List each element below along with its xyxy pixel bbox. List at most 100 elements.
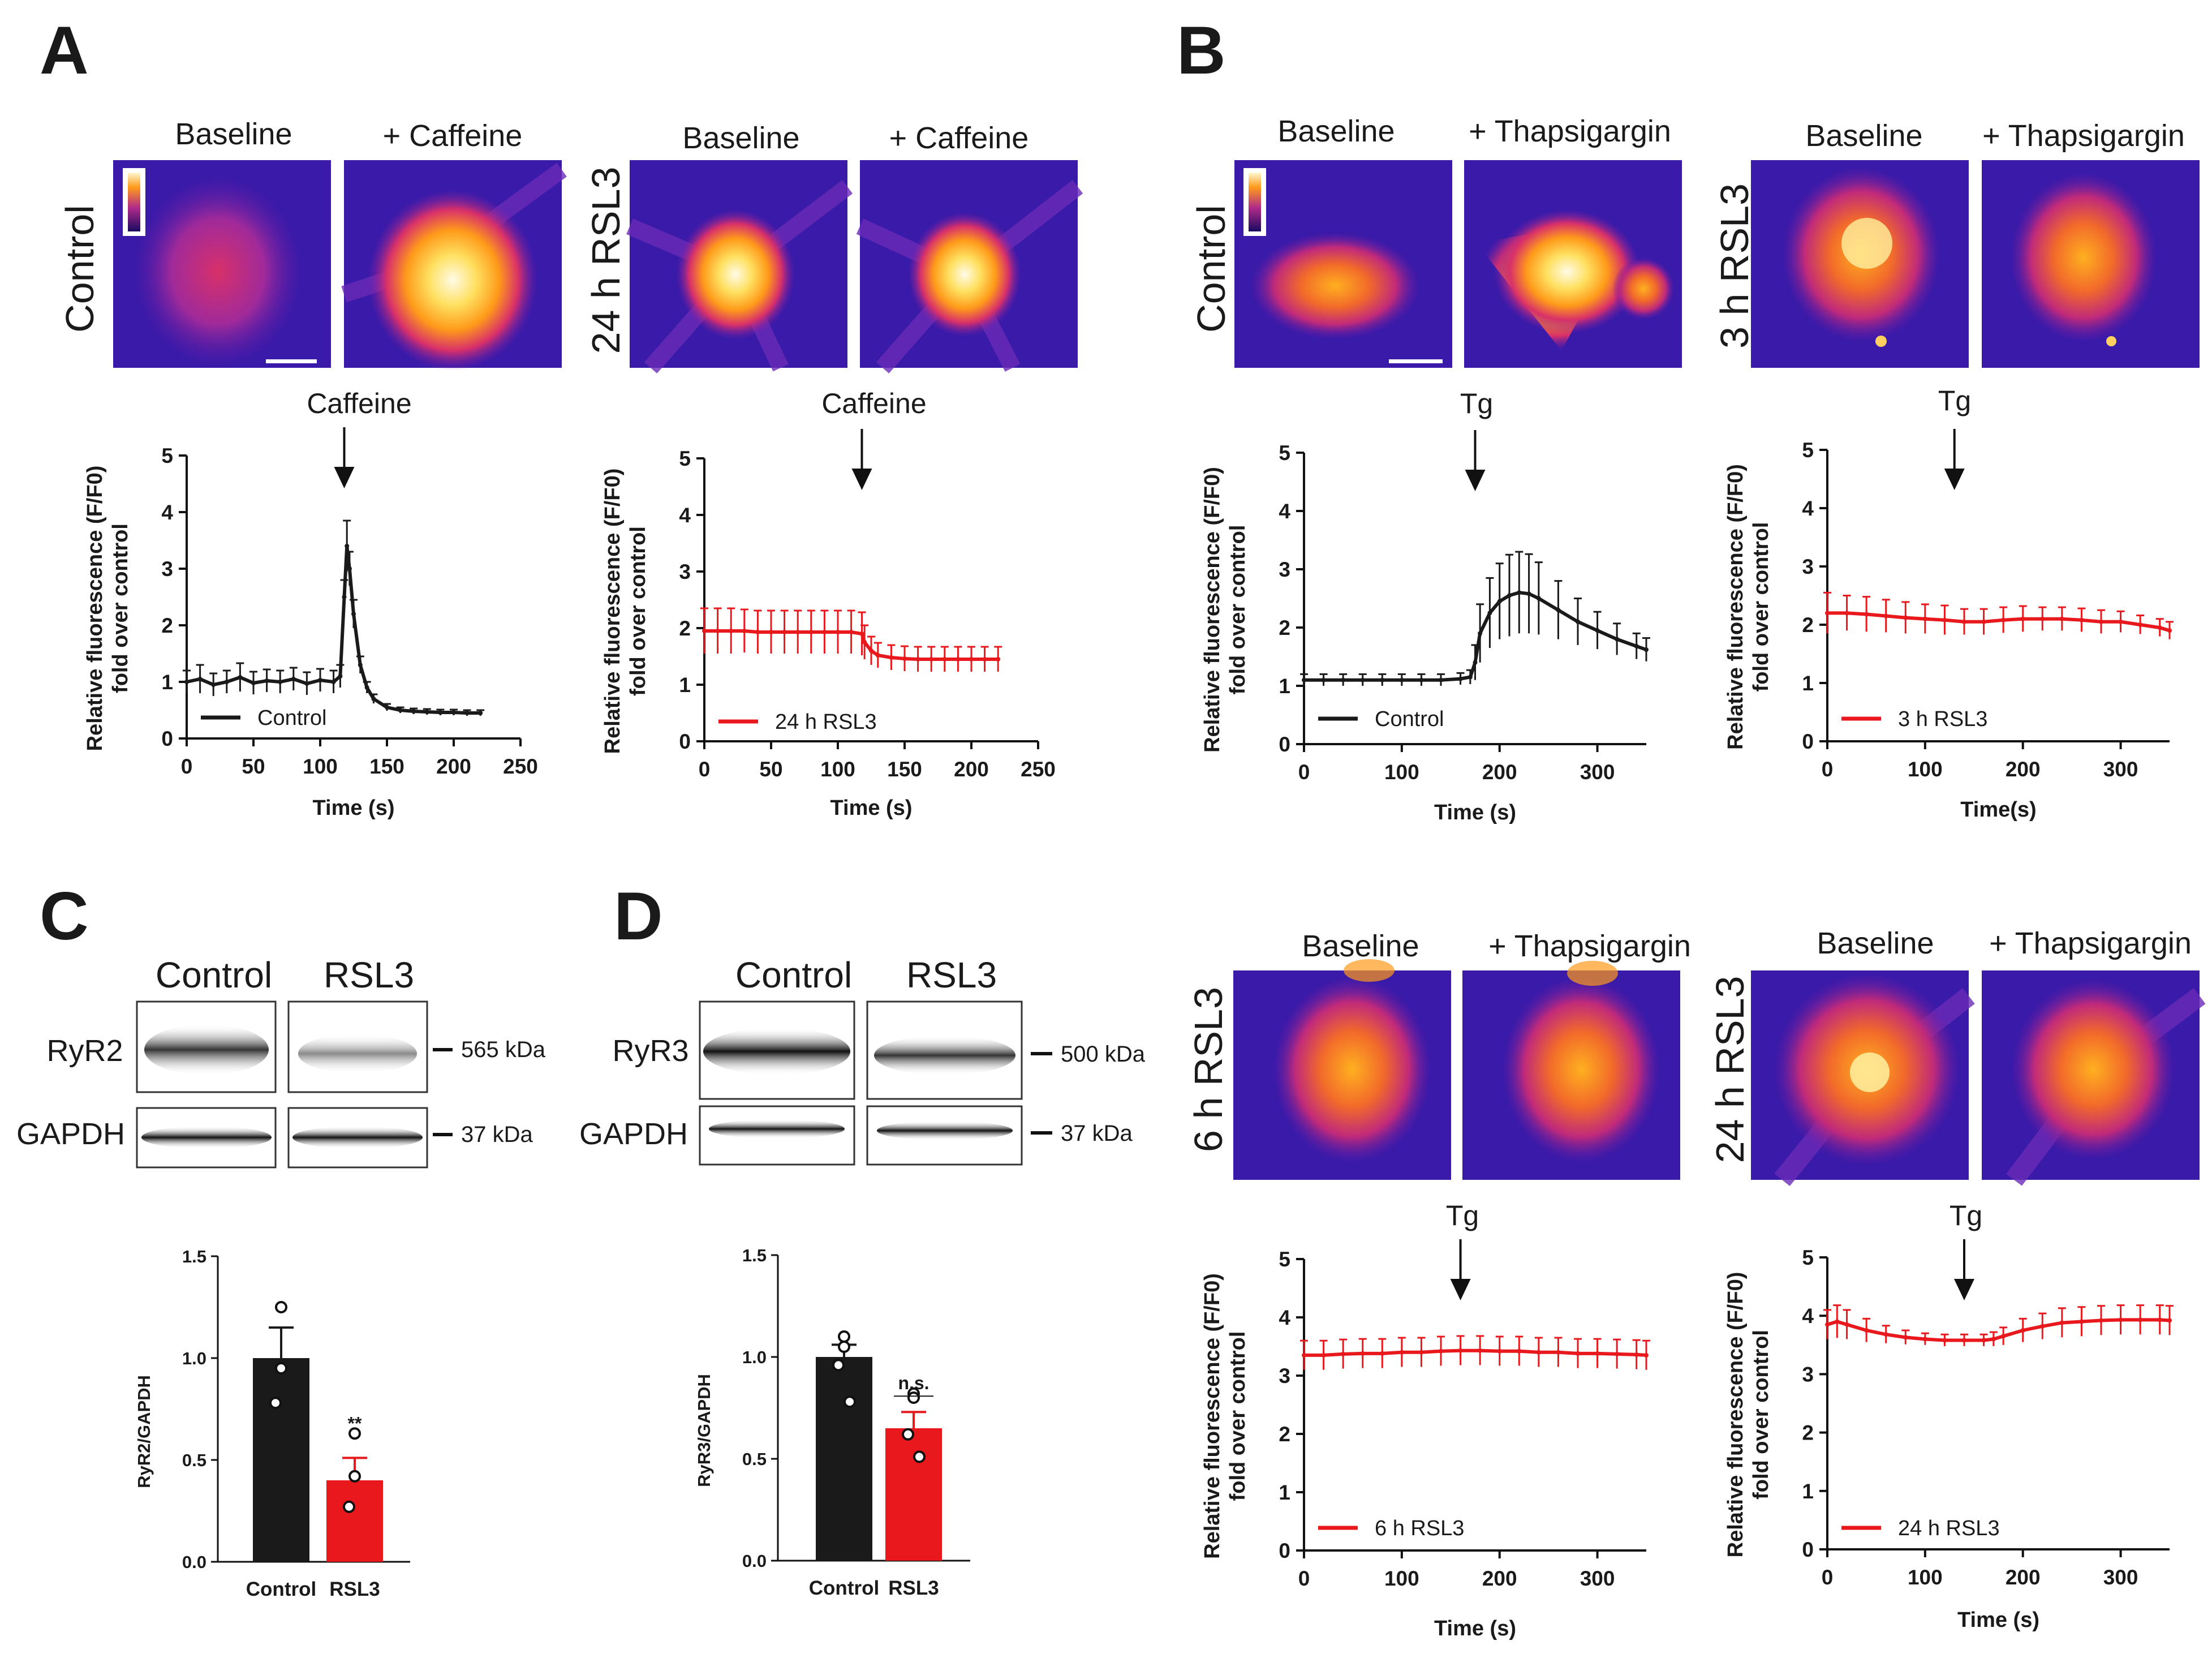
data-point (1517, 590, 1522, 595)
data-point (2079, 617, 2084, 622)
data-point (862, 640, 867, 645)
data-point (1883, 613, 1888, 618)
data-point (982, 657, 987, 662)
data-point (1507, 593, 1512, 598)
data-point (2001, 1334, 2006, 1339)
western-blot-c: Control RSL3 RyR2 GAPDH 565 kDa 37 kDa (16, 955, 546, 1169)
data-point (1556, 1350, 1561, 1355)
data-point (1497, 1348, 1502, 1354)
data-point (1644, 1352, 1649, 1358)
y-tick-label: 3 (1279, 558, 1290, 581)
individual-point (348, 1470, 361, 1483)
data-point (1439, 1348, 1443, 1354)
data-point (956, 657, 961, 662)
series-line (1304, 591, 1647, 682)
data-point (1825, 1322, 1830, 1327)
line-chart-b-rsl3-3h: Tg 0 1 2 3 4 5 0 100 200 300 Time(s) Relative fluor… (1724, 385, 2174, 822)
data-point (318, 678, 322, 682)
data-point (715, 629, 720, 633)
data-point (251, 681, 256, 685)
y-tick-label: 1.5 (182, 1247, 206, 1266)
data-point (1360, 1351, 1365, 1356)
individual-point (844, 1395, 856, 1408)
data-point (1458, 676, 1463, 681)
stimulus-arrow-head (1954, 1279, 1974, 1300)
drug-label: Tg (1950, 1200, 1982, 1231)
data-point (875, 653, 880, 658)
data-point (769, 630, 773, 634)
category-label: RSL3 (329, 1578, 380, 1600)
loading-control-label: GAPDH (16, 1117, 125, 1151)
data-point (2059, 616, 2064, 621)
data-point (1360, 677, 1365, 682)
y-axis-title-line2: fold over control (1749, 522, 1773, 692)
x-tick-label: 200 (2006, 1566, 2041, 1589)
y-tick-label: 1 (1279, 675, 1290, 698)
y-tick-label: 0.5 (182, 1450, 206, 1470)
band-ryr2-control (144, 1024, 269, 1075)
data-point (849, 630, 854, 634)
scale-bar (1389, 359, 1443, 363)
legend-label: Control (1375, 707, 1444, 731)
y-axis-title: Relative fluorescence (F/F0) (1200, 467, 1224, 753)
category-label: Control (809, 1577, 879, 1599)
cell-nucleus (1841, 218, 1892, 269)
data-point (702, 629, 707, 633)
puncta (2106, 336, 2116, 346)
drug-label: Tg (1938, 385, 1971, 416)
panel-b-rsl3-3h-images: Baseline + Thapsigargin 3 h RSL3 (1712, 119, 2200, 368)
data-point (398, 708, 403, 712)
y-tick-label: 0 (1802, 730, 1814, 753)
data-point (1883, 1332, 1888, 1337)
bar-chart-d: 0.0 0.5 1.0 1.5 RyR3/GAPDH Control RSL3 n.s. (694, 1245, 970, 1599)
x-axis-title: Time (s) (830, 796, 912, 820)
data-point (1576, 619, 1580, 624)
image-label-baseline: Baseline (1817, 926, 1934, 960)
series-line (1304, 1348, 1647, 1357)
y-tick-label: 0 (1279, 1539, 1290, 1562)
data-point (929, 657, 934, 662)
cell-signal (133, 175, 303, 368)
x-tick-label: 150 (887, 758, 922, 781)
data-point (1942, 1338, 1947, 1343)
cell-signal (908, 212, 1021, 337)
data-point (2001, 617, 2006, 622)
y-tick-label: 2 (679, 617, 691, 640)
series-line (1827, 611, 2170, 633)
image-label-treatment: + Caffeine (889, 121, 1029, 155)
x-tick-label: 200 (1482, 1567, 1517, 1590)
y-tick-label: 2 (161, 614, 173, 637)
data-point (438, 710, 443, 715)
y-axis-title-line2: fold over control (1226, 1331, 1250, 1501)
data-point (1644, 647, 1649, 652)
panel-a-rsl3-images: Baseline + Caffeine 24 h RSL3 (584, 121, 1083, 373)
data-point (347, 566, 352, 571)
data-point (1439, 677, 1443, 682)
data-point (1962, 619, 1966, 624)
y-tick-label: 3 (1802, 555, 1814, 578)
individual-point (343, 1500, 355, 1513)
data-point (782, 630, 787, 634)
data-point (1473, 660, 1478, 665)
data-point (1595, 628, 1600, 633)
individual-point (275, 1362, 287, 1374)
drug-label: Tg (1446, 1200, 1479, 1231)
y-tick-label: 5 (1802, 439, 1814, 462)
data-point (942, 657, 947, 662)
data-point (836, 630, 840, 634)
data-point (755, 630, 760, 634)
protein-label: RyR2 (46, 1034, 123, 1068)
cell-signal (2010, 173, 2157, 342)
y-tick-label: 0.0 (182, 1552, 206, 1572)
data-point (1341, 1351, 1346, 1356)
data-point (358, 663, 363, 667)
individual-point (913, 1450, 926, 1463)
data-point (478, 711, 483, 715)
cell-signal (1502, 976, 1660, 1163)
x-tick-label: 100 (1384, 1567, 1419, 1590)
bar-control (253, 1358, 309, 1562)
data-point (2059, 1320, 2064, 1325)
image-label-baseline: Baseline (1302, 929, 1419, 963)
stimulus-arrow-head (1944, 469, 1965, 490)
data-point (1517, 1348, 1522, 1354)
